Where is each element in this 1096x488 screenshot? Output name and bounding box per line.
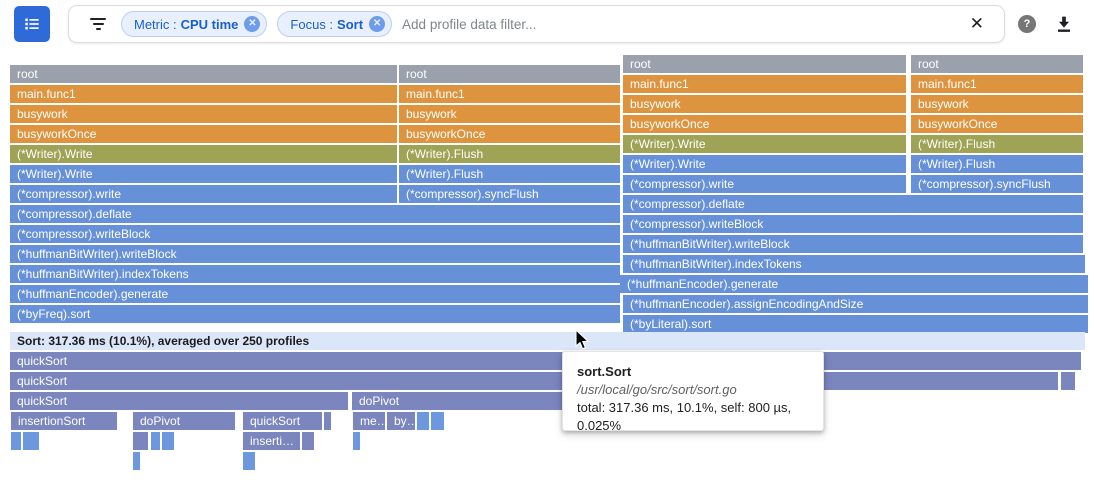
flame-bar-huffmanbitwriter-writeblock[interactable]: (*huffmanBitWriter).writeBlock (623, 235, 1083, 253)
flame-bar-quicksort[interactable]: quickSort (243, 412, 322, 430)
flame-bar-busyworkonce[interactable]: busyworkOnce (623, 115, 906, 133)
flame-bar-busywork[interactable]: busywork (623, 95, 906, 113)
download-icon[interactable] (1053, 13, 1075, 40)
flame-bar-busywork[interactable]: busywork (911, 95, 1083, 113)
flame-bar-root[interactable]: root (911, 55, 1083, 73)
close-icon[interactable]: ✕ (969, 14, 984, 33)
flame-bar-compressor-syncflush[interactable]: (*compressor).syncFlush (911, 175, 1083, 193)
tooltip-source-path: /usr/local/go/src/sort/sort.go (577, 382, 737, 397)
flame-bar-compressor-writeblock[interactable]: (*compressor).writeBlock (623, 215, 1083, 233)
flame-bar[interactable] (431, 412, 438, 430)
chip-value: CPU time (180, 16, 239, 32)
flame-bar-compressor-writeblock[interactable]: (*compressor).writeBlock (10, 225, 620, 243)
flame-bar-huffmanbitwriter-indextokens[interactable]: (*huffmanBitWriter).indexTokens (623, 255, 1085, 273)
flame-bar[interactable] (23, 432, 30, 450)
flame-bar[interactable] (11, 432, 21, 450)
flame-bar-writer-write[interactable]: (*Writer).Write (10, 165, 397, 183)
flame-bar-compressor-deflate[interactable]: (*compressor).deflate (623, 195, 1083, 213)
profile-filter-bar: Metric : CPU time ✕ Focus : Sort ✕ ✕ (68, 5, 1005, 43)
flame-bar-writer-flush[interactable]: (*Writer).Flush (399, 165, 620, 183)
flame-bar-by[interactable]: by… (387, 412, 415, 430)
flame-bar-main-func1[interactable]: main.func1 (399, 85, 620, 103)
flame-bar-busywork[interactable]: busywork (10, 105, 397, 123)
flame-bar-main-func1[interactable]: main.func1 (911, 75, 1083, 93)
flame-bar-busyworkonce[interactable]: busyworkOnce (10, 125, 397, 143)
flame-bar[interactable] (133, 432, 148, 450)
flame-bar-quicksort[interactable]: quickSort (10, 352, 1081, 370)
list-icon (25, 18, 39, 30)
remove-circle-icon[interactable]: ✕ (244, 16, 261, 32)
flame-bar-root[interactable]: root (623, 55, 906, 73)
flame-bar-huffmanbitwriter-writeblock[interactable]: (*huffmanBitWriter).writeBlock (10, 245, 620, 263)
flame-bar[interactable] (32, 432, 39, 450)
flame-bar-writer-write[interactable]: (*Writer).Write (10, 145, 397, 163)
flame-bar[interactable] (417, 412, 429, 430)
flame-bar-busyworkonce[interactable]: busyworkOnce (399, 125, 620, 143)
flame-bar-quicksort[interactable]: quickSort (10, 372, 1058, 390)
chip-prefix: Focus : (290, 16, 334, 32)
flame-bar[interactable] (1061, 372, 1075, 390)
chip-value: Sort (337, 16, 364, 32)
toolbar: Metric : CPU time ✕ Focus : Sort ✕ ✕ ? (0, 0, 1096, 50)
filter-list-icon (89, 18, 107, 30)
flame-bar-writer-write[interactable]: (*Writer).Write (623, 135, 906, 153)
flame-bar-byliteral-sort[interactable]: (*byLiteral).sort (623, 315, 1088, 333)
flame-bar[interactable] (302, 432, 309, 450)
filter-input[interactable] (402, 16, 966, 32)
tooltip-stats: total: 317.36 ms, 10.1%, self: 800 µs, 0… (577, 400, 792, 433)
flame-bar-writer-flush[interactable]: (*Writer).Flush (911, 135, 1083, 153)
menu-button[interactable] (14, 6, 50, 42)
flame-bar-root[interactable]: root (399, 65, 620, 83)
focus-banner[interactable]: Sort: 317.36 ms (10.1%), averaged over 2… (10, 332, 1085, 350)
flame-bar[interactable] (324, 412, 331, 430)
flame-bar[interactable] (353, 432, 360, 450)
flame-bar[interactable] (167, 432, 174, 450)
tooltip-function-name: sort.Sort (577, 364, 632, 379)
flame-bar-main-func1[interactable]: main.func1 (10, 85, 397, 103)
filter-chip-metric[interactable]: Metric : CPU time ✕ (121, 11, 268, 37)
flame-bar-main-func1[interactable]: main.func1 (623, 75, 906, 93)
remove-circle-icon[interactable]: ✕ (369, 16, 386, 32)
chip-prefix: Metric : (134, 16, 177, 32)
filter-chip-focus[interactable]: Focus : Sort ✕ (277, 11, 393, 37)
flame-bar-huffmanencoder-generate[interactable]: (*huffmanEncoder).generate (10, 285, 620, 303)
flame-bar-huffmanbitwriter-indextokens[interactable]: (*huffmanBitWriter).indexTokens (10, 265, 620, 283)
flame-bar-huffmanencoder-generate[interactable]: (*huffmanEncoder).generate (620, 275, 1088, 293)
flame-bar[interactable] (307, 432, 314, 450)
flame-bar-compressor-write[interactable]: (*compressor).write (10, 185, 397, 203)
flame-bar-me[interactable]: me… (353, 412, 385, 430)
flame-bar[interactable] (243, 452, 250, 470)
flame-bar[interactable] (437, 412, 444, 430)
flame-bar-dopivot[interactable]: doPivot (133, 412, 235, 430)
flame-bar-busyworkonce[interactable]: busyworkOnce (911, 115, 1083, 133)
flame-bar-inserti[interactable]: inserti… (243, 432, 300, 450)
flame-bar-writer-write[interactable]: (*Writer).Write (623, 155, 906, 173)
flame-bar-writer-flush[interactable]: (*Writer).Flush (399, 145, 620, 163)
flame-bar[interactable] (162, 432, 169, 450)
flame-bar[interactable] (151, 432, 160, 450)
flame-bar[interactable] (28, 432, 35, 450)
help-icon[interactable]: ? (1018, 15, 1036, 33)
flame-bar-root[interactable]: root (10, 65, 397, 83)
flame-bar-compressor-write[interactable]: (*compressor).write (623, 175, 906, 193)
flame-bar-writer-flush[interactable]: (*Writer).Flush (911, 155, 1083, 173)
flame-bar-insertionsort[interactable]: insertionSort (11, 412, 117, 430)
flame-bar[interactable] (133, 452, 140, 470)
flame-bar-compressor-syncflush[interactable]: (*compressor).syncFlush (399, 185, 620, 203)
flame-bar[interactable] (248, 452, 255, 470)
flame-bar-busywork[interactable]: busywork (399, 105, 620, 123)
flame-bar-compressor-deflate[interactable]: (*compressor).deflate (10, 205, 620, 223)
flame-bar-huffmanencoder-assignencodingandsize[interactable]: (*huffmanEncoder).assignEncodingAndSize (623, 295, 1088, 313)
tooltip: sort.Sort /usr/local/go/src/sort/sort.go… (562, 351, 824, 433)
flame-bar-byfreq-sort[interactable]: (*byFreq).sort (10, 305, 620, 323)
flame-bar-quicksort[interactable]: quickSort (10, 392, 348, 410)
